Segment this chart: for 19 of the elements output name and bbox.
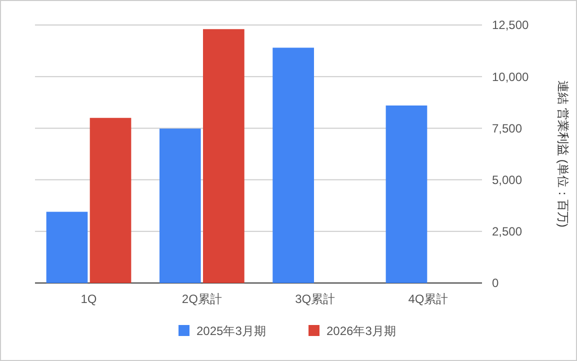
- y-axis-title: 連結 営業利益 (単位：百万): [556, 80, 570, 228]
- y-tick-label: 10,000: [492, 70, 530, 84]
- bar: [159, 128, 201, 283]
- x-tick-label: 2Q累計: [182, 292, 222, 306]
- legend-label: 2025年3月期: [196, 324, 266, 338]
- legend-label: 2026年3月期: [326, 324, 396, 338]
- x-tick-label: 4Q累計: [408, 292, 448, 306]
- y-tick-label: 5,000: [492, 173, 522, 187]
- bar: [386, 105, 428, 283]
- x-tick-label: 3Q累計: [295, 292, 336, 306]
- bar: [90, 118, 132, 283]
- bar: [272, 48, 314, 283]
- y-tick-label: 0: [492, 276, 499, 290]
- y-tick-label: 2,500: [492, 224, 522, 239]
- bar: [203, 29, 244, 283]
- y-tick-label: 7,500: [492, 121, 522, 136]
- y-tick-label: 12,500: [492, 18, 530, 32]
- x-tick-label: 1Q: [80, 292, 97, 306]
- bar: [46, 212, 88, 283]
